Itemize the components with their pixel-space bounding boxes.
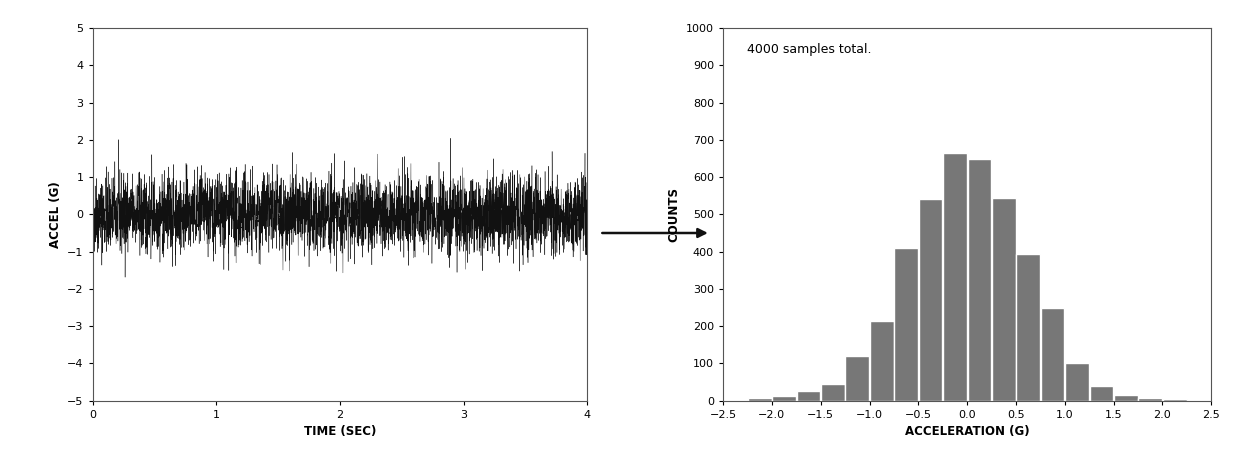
Bar xyxy=(1041,308,1064,401)
Y-axis label: COUNTS: COUNTS xyxy=(667,187,681,242)
Bar xyxy=(870,321,894,401)
Bar xyxy=(772,396,796,401)
Bar xyxy=(1188,400,1211,401)
Bar xyxy=(968,159,991,401)
Bar xyxy=(845,356,869,401)
Bar xyxy=(723,400,747,401)
Bar xyxy=(943,153,967,401)
X-axis label: TIME (SEC): TIME (SEC) xyxy=(304,425,376,439)
Y-axis label: ACCEL (G): ACCEL (G) xyxy=(48,181,62,248)
Bar xyxy=(1138,398,1162,401)
Text: 4000 samples total.: 4000 samples total. xyxy=(748,43,871,56)
Bar xyxy=(1090,386,1114,401)
Bar xyxy=(1163,399,1187,401)
Bar xyxy=(797,391,821,401)
Bar xyxy=(1065,363,1089,401)
Bar xyxy=(918,199,942,401)
Bar xyxy=(1016,254,1039,401)
Bar xyxy=(1114,395,1137,401)
X-axis label: ACCELERATION (G): ACCELERATION (G) xyxy=(905,425,1030,439)
Bar xyxy=(993,198,1016,401)
Bar xyxy=(821,384,844,401)
Bar xyxy=(895,248,918,401)
Bar xyxy=(748,398,771,401)
